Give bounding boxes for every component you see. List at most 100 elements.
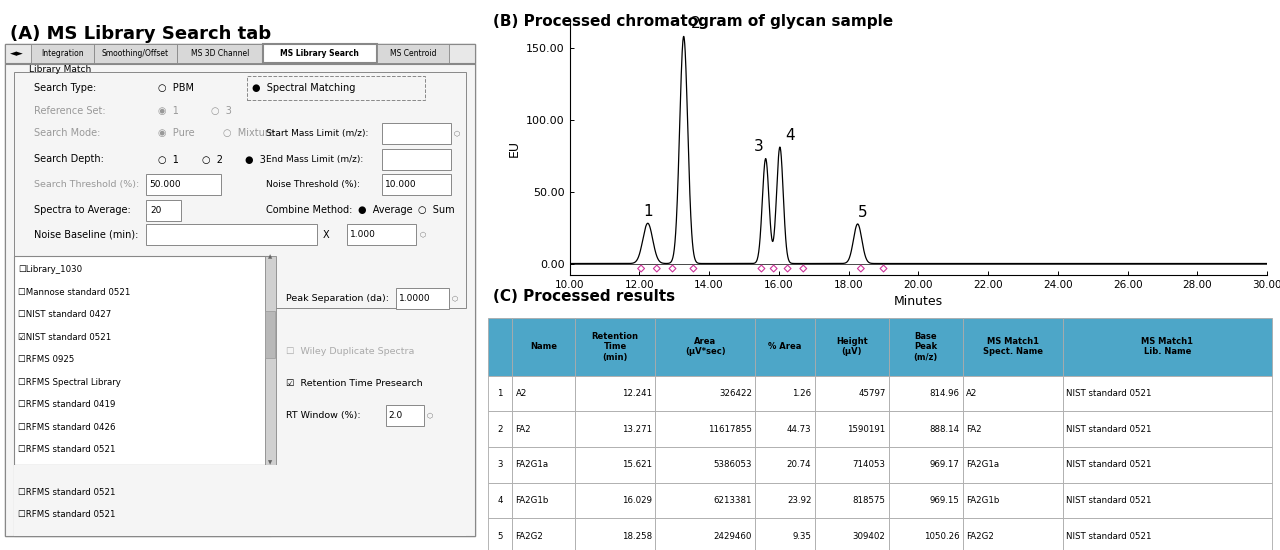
FancyBboxPatch shape bbox=[755, 447, 814, 483]
X-axis label: Minutes: Minutes bbox=[893, 295, 943, 309]
FancyBboxPatch shape bbox=[512, 483, 575, 518]
Text: 2.0: 2.0 bbox=[389, 411, 403, 420]
FancyBboxPatch shape bbox=[814, 376, 888, 411]
Text: 4: 4 bbox=[498, 496, 503, 505]
FancyBboxPatch shape bbox=[31, 44, 93, 63]
Text: 9.35: 9.35 bbox=[792, 532, 812, 541]
Text: (C) Processed results: (C) Processed results bbox=[493, 289, 675, 304]
Text: ☐RFMS standard 0419: ☐RFMS standard 0419 bbox=[18, 400, 115, 409]
Text: ●  Average: ● Average bbox=[357, 205, 412, 215]
FancyBboxPatch shape bbox=[14, 72, 466, 308]
Text: 888.14: 888.14 bbox=[929, 425, 960, 434]
Text: ⬡: ⬡ bbox=[420, 232, 426, 238]
FancyBboxPatch shape bbox=[14, 465, 271, 536]
Text: FA2G1b: FA2G1b bbox=[516, 496, 549, 505]
FancyBboxPatch shape bbox=[655, 376, 755, 411]
Point bbox=[851, 264, 872, 273]
FancyBboxPatch shape bbox=[963, 411, 1062, 447]
Text: 6213381: 6213381 bbox=[714, 496, 753, 505]
Text: 2: 2 bbox=[498, 425, 503, 434]
Text: ☐  Wiley Duplicate Spectra: ☐ Wiley Duplicate Spectra bbox=[285, 348, 413, 356]
FancyBboxPatch shape bbox=[488, 318, 512, 376]
Text: 5386053: 5386053 bbox=[714, 460, 753, 469]
FancyBboxPatch shape bbox=[488, 483, 512, 518]
FancyBboxPatch shape bbox=[146, 224, 316, 245]
FancyBboxPatch shape bbox=[814, 318, 888, 376]
Text: ☐RFMS standard 0521: ☐RFMS standard 0521 bbox=[18, 510, 115, 519]
Text: Search Threshold (%):: Search Threshold (%): bbox=[33, 180, 138, 189]
Text: 818575: 818575 bbox=[852, 496, 886, 505]
Text: ◉  1: ◉ 1 bbox=[159, 106, 179, 116]
Text: FA2G1b: FA2G1b bbox=[966, 496, 1000, 505]
Text: Area
(μV*sec): Area (μV*sec) bbox=[685, 337, 726, 356]
FancyBboxPatch shape bbox=[5, 64, 475, 536]
FancyBboxPatch shape bbox=[5, 44, 475, 63]
FancyBboxPatch shape bbox=[265, 256, 275, 465]
Text: ○  1: ○ 1 bbox=[159, 155, 179, 164]
Point bbox=[646, 264, 667, 273]
FancyBboxPatch shape bbox=[963, 318, 1062, 376]
Y-axis label: EU: EU bbox=[508, 140, 521, 157]
Point bbox=[763, 264, 783, 273]
Text: ☐Library_1030: ☐Library_1030 bbox=[18, 265, 82, 274]
Text: ○  3: ○ 3 bbox=[211, 106, 232, 116]
Text: 10.000: 10.000 bbox=[385, 180, 417, 189]
Text: FA2: FA2 bbox=[516, 425, 531, 434]
FancyBboxPatch shape bbox=[575, 483, 655, 518]
Text: X: X bbox=[323, 230, 329, 240]
FancyBboxPatch shape bbox=[888, 376, 963, 411]
FancyBboxPatch shape bbox=[1062, 483, 1272, 518]
Text: % Area: % Area bbox=[768, 342, 801, 351]
Text: ☐RFMS standard 0521: ☐RFMS standard 0521 bbox=[18, 446, 115, 454]
FancyBboxPatch shape bbox=[655, 483, 755, 518]
Text: 13.271: 13.271 bbox=[622, 425, 652, 434]
Text: Smoothing/Offset: Smoothing/Offset bbox=[102, 49, 169, 58]
Text: Integration: Integration bbox=[41, 49, 84, 58]
FancyBboxPatch shape bbox=[146, 200, 180, 221]
FancyBboxPatch shape bbox=[512, 411, 575, 447]
FancyBboxPatch shape bbox=[755, 483, 814, 518]
FancyBboxPatch shape bbox=[575, 376, 655, 411]
FancyBboxPatch shape bbox=[262, 44, 376, 63]
Text: 5: 5 bbox=[858, 205, 868, 219]
FancyBboxPatch shape bbox=[93, 44, 177, 63]
FancyBboxPatch shape bbox=[814, 447, 888, 483]
Text: Combine Method:: Combine Method: bbox=[266, 205, 353, 215]
Text: ◉  Pure: ◉ Pure bbox=[159, 128, 195, 138]
FancyBboxPatch shape bbox=[963, 447, 1062, 483]
Text: ☐Mannose standard 0521: ☐Mannose standard 0521 bbox=[18, 288, 131, 296]
Text: Library Match: Library Match bbox=[28, 65, 91, 74]
Text: FA2G1a: FA2G1a bbox=[966, 460, 1000, 469]
Text: 714053: 714053 bbox=[852, 460, 886, 469]
Text: NIST standard 0521: NIST standard 0521 bbox=[1066, 425, 1152, 434]
Text: ⬡: ⬡ bbox=[426, 412, 433, 418]
Text: NIST standard 0521: NIST standard 0521 bbox=[1066, 460, 1152, 469]
Text: FA2: FA2 bbox=[966, 425, 982, 434]
Text: 326422: 326422 bbox=[719, 389, 753, 398]
Text: ☑NIST standard 0521: ☑NIST standard 0521 bbox=[18, 333, 111, 342]
Text: A2: A2 bbox=[516, 389, 527, 398]
FancyBboxPatch shape bbox=[755, 518, 814, 550]
FancyBboxPatch shape bbox=[755, 411, 814, 447]
Text: ▼: ▼ bbox=[268, 460, 273, 466]
Text: ▲: ▲ bbox=[268, 254, 273, 260]
Text: Noise Threshold (%):: Noise Threshold (%): bbox=[266, 180, 360, 189]
FancyBboxPatch shape bbox=[575, 447, 655, 483]
Text: FA2G2: FA2G2 bbox=[966, 532, 993, 541]
Text: NIST standard 0521: NIST standard 0521 bbox=[1066, 389, 1152, 398]
Text: 1: 1 bbox=[498, 389, 503, 398]
Text: ○  PBM: ○ PBM bbox=[159, 83, 195, 93]
Text: 1590191: 1590191 bbox=[847, 425, 886, 434]
Text: 12.241: 12.241 bbox=[622, 389, 652, 398]
Text: 15.621: 15.621 bbox=[622, 460, 652, 469]
FancyBboxPatch shape bbox=[1062, 447, 1272, 483]
Text: 1.26: 1.26 bbox=[792, 389, 812, 398]
Text: End Mass Limit (m/z):: End Mass Limit (m/z): bbox=[266, 155, 364, 164]
Text: Base
Peak
(m/z): Base Peak (m/z) bbox=[914, 332, 938, 361]
Text: ☑  Retention Time Presearch: ☑ Retention Time Presearch bbox=[285, 379, 422, 388]
FancyBboxPatch shape bbox=[888, 318, 963, 376]
FancyBboxPatch shape bbox=[247, 76, 425, 100]
Text: FA2G1a: FA2G1a bbox=[516, 460, 549, 469]
FancyBboxPatch shape bbox=[381, 149, 452, 170]
FancyBboxPatch shape bbox=[575, 518, 655, 550]
